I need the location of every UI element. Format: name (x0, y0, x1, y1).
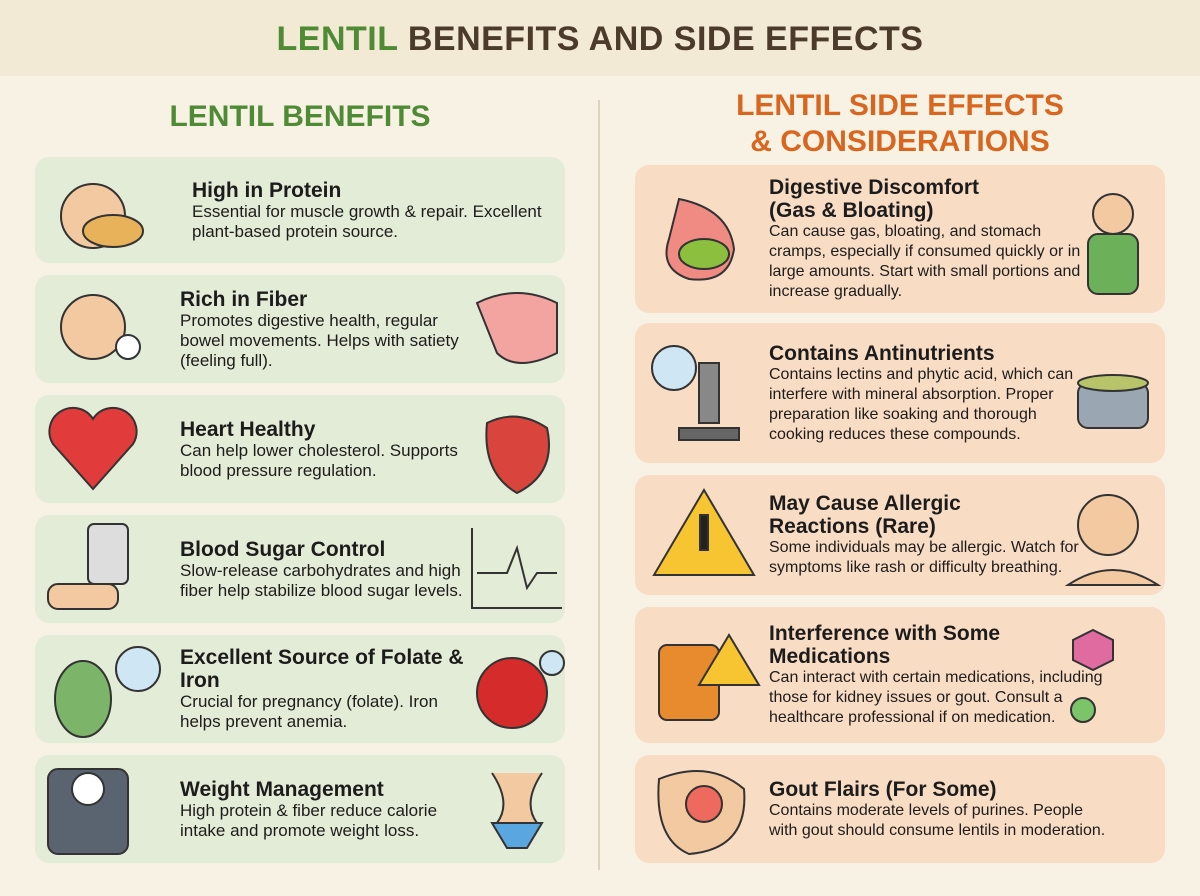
card-title: High in Protein (192, 178, 342, 202)
side-effect-card: May Cause Allergic Reactions (Rare) Some … (635, 475, 1165, 595)
page-title: LENTIL BENEFITS AND SIDE EFFECTS (0, 20, 1200, 59)
heading-line: LENTIL SIDE EFFECTS (736, 89, 1064, 122)
card-title: May Cause Allergic Reactions (Rare) (769, 492, 961, 538)
benefit-card: Excellent Source of Folate & Iron Crucial… (35, 635, 565, 743)
card-description: Promotes digestive health, regular bowel… (180, 310, 459, 370)
icon (651, 345, 740, 441)
title-highlight: LENTIL (276, 20, 398, 58)
card-text: Rich in Fiber Promotes digestive health, … (180, 275, 470, 383)
card-text: High in Protein Essential for muscle grow… (192, 157, 552, 263)
card-description: Contains lectins and phytic acid, which … (769, 365, 1074, 443)
card-description: Can help lower cholesterol. Supports blo… (180, 440, 458, 480)
card-title: Contains Antinutrients (769, 341, 995, 365)
benefit-card: High in Protein Essential for muscle grow… (35, 157, 565, 263)
icon (476, 650, 565, 729)
card-description: Crucial for pregnancy (folate). Iron hel… (180, 692, 438, 731)
card-description: Contains moderate levels of purines. Peo… (769, 801, 1106, 839)
icon (1070, 628, 1114, 723)
heading-line: & CONSIDERATIONS (750, 125, 1050, 158)
card-text: Digestive Discomfort (Gas & Bloating) Can… (769, 165, 1089, 313)
card-text: Excellent Source of Folate & Iron Crucial… (180, 635, 470, 743)
card-description: Some individuals may be allergic. Watch … (769, 539, 1079, 576)
icon (1087, 193, 1139, 295)
benefit-card: Heart Healthy Can help lower cholesterol.… (35, 395, 565, 503)
icon (60, 294, 141, 360)
benefits-heading: LENTIL BENEFITS (169, 100, 431, 133)
icon (47, 523, 129, 610)
icon (1064, 494, 1162, 586)
card-description: High protein & fiber reduce calorie inta… (180, 800, 438, 840)
card-description: Can interact with certain medications, i… (769, 669, 1103, 726)
card-text: Heart Healthy Can help lower cholesterol.… (180, 395, 470, 503)
card-text: Interference with Some Medications Can in… (769, 607, 1109, 743)
benefit-card: Weight Management High protein & fiber re… (35, 755, 565, 863)
benefit-card: Rich in Fiber Promotes digestive health, … (35, 275, 565, 383)
card-title: Gout Flairs (For Some) (769, 777, 997, 801)
icon (54, 646, 161, 738)
icon (1077, 374, 1149, 429)
side-effect-card: Interference with Some Medications Can in… (635, 607, 1165, 743)
benefit-card: Blood Sugar Control Slow-release carbohyd… (35, 515, 565, 623)
divider (598, 100, 600, 870)
icon (490, 772, 544, 849)
side-effects-heading: LENTIL SIDE EFFECTS & CONSIDERATIONS (635, 88, 1165, 160)
side-effect-card: Gout Flairs (For Some) Contains moderate … (635, 755, 1165, 863)
card-title: Weight Management (180, 777, 384, 801)
card-title: Digestive Discomfort (Gas & Bloating) (769, 176, 980, 222)
icon (652, 488, 756, 576)
card-title: Blood Sugar Control (180, 537, 386, 561)
side-effect-card: Digestive Discomfort (Gas & Bloating) Can… (635, 165, 1165, 313)
card-text: Gout Flairs (For Some) Contains moderate … (769, 755, 1109, 863)
icon (60, 183, 144, 249)
card-description: Slow-release carbohydrates and high fibe… (180, 560, 463, 600)
icon (657, 770, 746, 856)
card-title: Interference with Some Medications (769, 622, 1001, 668)
icon (485, 415, 550, 495)
icon (658, 633, 761, 721)
card-title: Rich in Fiber (180, 287, 308, 311)
title-text: BENEFITS AND SIDE EFFECTS (407, 20, 924, 58)
icon (475, 292, 558, 364)
card-text: Contains Antinutrients Contains lectins a… (769, 323, 1089, 463)
card-title: Heart Healthy (180, 417, 316, 441)
icon (665, 197, 736, 281)
card-description: Can cause gas, bloating, and stomach cra… (769, 223, 1081, 300)
card-text: May Cause Allergic Reactions (Rare) Some … (769, 475, 1089, 595)
card-title: Excellent Source of Folate & Iron (180, 646, 464, 692)
card-description: Essential for muscle growth & repair. Ex… (192, 201, 542, 241)
card-text: Blood Sugar Control Slow-release carbohyd… (180, 515, 470, 623)
title-bar (0, 0, 1200, 76)
icon (48, 406, 138, 491)
icon (471, 528, 562, 609)
icon (47, 768, 129, 855)
side-effect-card: Contains Antinutrients Contains lectins a… (635, 323, 1165, 463)
card-text: Weight Management High protein & fiber re… (180, 755, 470, 863)
